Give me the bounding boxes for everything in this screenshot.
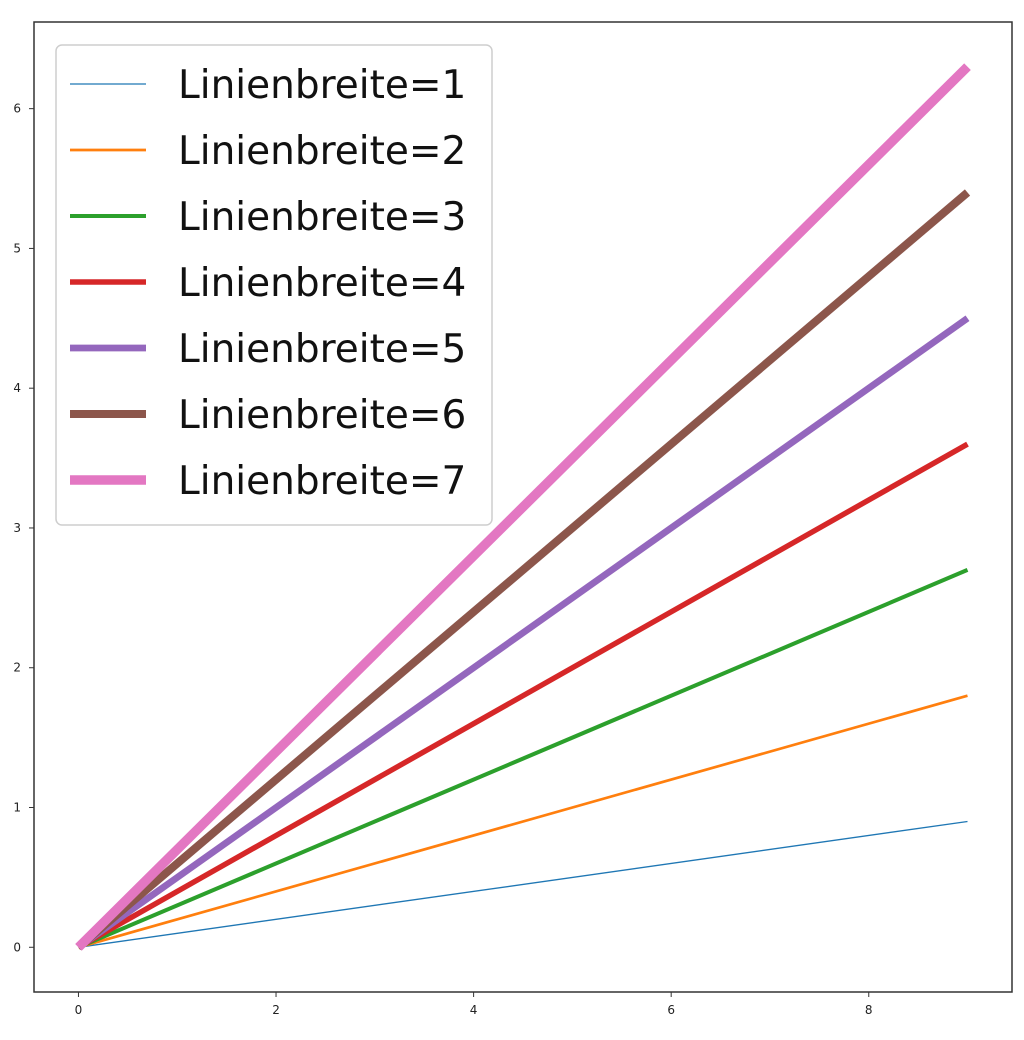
x-tick-label: 2	[272, 1003, 280, 1017]
y-tick-label: 4	[13, 381, 21, 395]
series-line-1	[78, 820, 968, 948]
x-axis: 0 2 4 6 8	[75, 992, 873, 1017]
x-tick-label: 6	[667, 1003, 675, 1017]
legend: Linienbreite=1 Linienbreite=2 Linienbreite…	[55, 44, 493, 526]
x-tick-label: 0	[75, 1003, 83, 1017]
legend-label-3: Linienbreite=3	[178, 195, 466, 240]
legend-label-2: Linienbreite=2	[178, 129, 466, 174]
series-line-4	[77, 441, 969, 950]
x-tick-label: 4	[470, 1003, 478, 1017]
y-tick-label: 1	[13, 801, 21, 815]
series-line-3	[77, 568, 969, 950]
series-line-6	[75, 189, 971, 951]
y-tick-label: 0	[13, 940, 21, 954]
x-tick-label: 8	[865, 1003, 873, 1017]
legend-label-5: Linienbreite=5	[178, 327, 466, 372]
legend-items: Linienbreite=1 Linienbreite=2 Linienbreite…	[70, 63, 466, 504]
y-axis: 0 1 2 3 4 5 6	[13, 102, 34, 954]
legend-label-6: Linienbreite=6	[178, 393, 466, 438]
y-tick-label: 2	[13, 661, 21, 675]
legend-label-1: Linienbreite=1	[178, 63, 466, 108]
series-lines	[75, 63, 971, 951]
y-tick-label: 3	[13, 521, 21, 535]
y-tick-label: 6	[13, 102, 21, 116]
series-line-2	[78, 694, 968, 949]
series-line-7	[75, 63, 971, 951]
legend-box	[55, 44, 493, 526]
legend-label-7: Linienbreite=7	[178, 459, 466, 504]
legend-label-4: Linienbreite=4	[178, 261, 466, 306]
y-tick-label: 5	[13, 241, 21, 255]
series-line-5	[76, 315, 970, 951]
